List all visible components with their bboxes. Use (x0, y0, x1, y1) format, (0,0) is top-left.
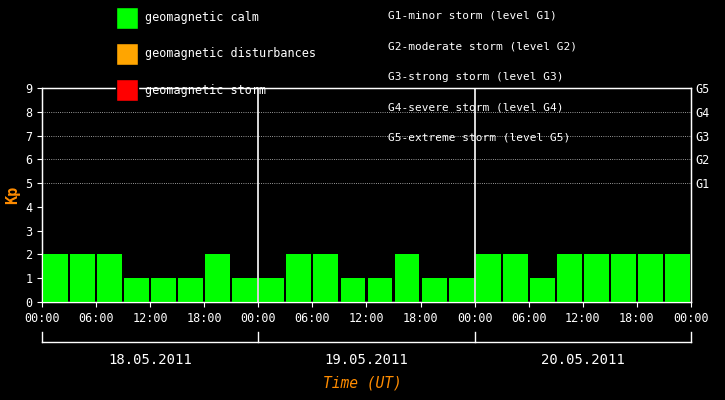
Text: geomagnetic disturbances: geomagnetic disturbances (145, 48, 316, 60)
Bar (557, 254, 581, 302)
Bar (665, 254, 690, 302)
Bar (422, 278, 447, 302)
Bar (152, 278, 176, 302)
Text: G1-minor storm (level G1): G1-minor storm (level G1) (388, 11, 557, 21)
Bar (70, 254, 95, 302)
Bar (611, 254, 636, 302)
Text: 19.05.2011: 19.05.2011 (325, 353, 408, 367)
Bar (43, 254, 68, 302)
Text: G5-extreme storm (level G5): G5-extreme storm (level G5) (388, 133, 570, 143)
Text: G4-severe storm (level G4): G4-severe storm (level G4) (388, 102, 563, 112)
Text: G3-strong storm (level G3): G3-strong storm (level G3) (388, 72, 563, 82)
Bar (502, 254, 528, 302)
Bar (368, 278, 392, 302)
Bar (394, 254, 420, 302)
Text: Time (UT): Time (UT) (323, 375, 402, 390)
Text: G2-moderate storm (level G2): G2-moderate storm (level G2) (388, 41, 577, 51)
Text: 18.05.2011: 18.05.2011 (108, 353, 192, 367)
Bar (260, 278, 284, 302)
Bar (449, 278, 473, 302)
Text: geomagnetic storm: geomagnetic storm (145, 84, 266, 96)
Text: 20.05.2011: 20.05.2011 (541, 353, 625, 367)
Text: geomagnetic calm: geomagnetic calm (145, 12, 259, 24)
Bar (124, 278, 149, 302)
Bar (476, 254, 500, 302)
Bar (97, 254, 122, 302)
Bar (233, 278, 257, 302)
Bar (286, 254, 311, 302)
Bar (341, 278, 365, 302)
Bar (530, 278, 555, 302)
Bar (313, 254, 339, 302)
Bar (584, 254, 609, 302)
Y-axis label: Kp: Kp (4, 186, 20, 204)
Bar (205, 254, 231, 302)
Bar (638, 254, 663, 302)
Bar (178, 278, 203, 302)
